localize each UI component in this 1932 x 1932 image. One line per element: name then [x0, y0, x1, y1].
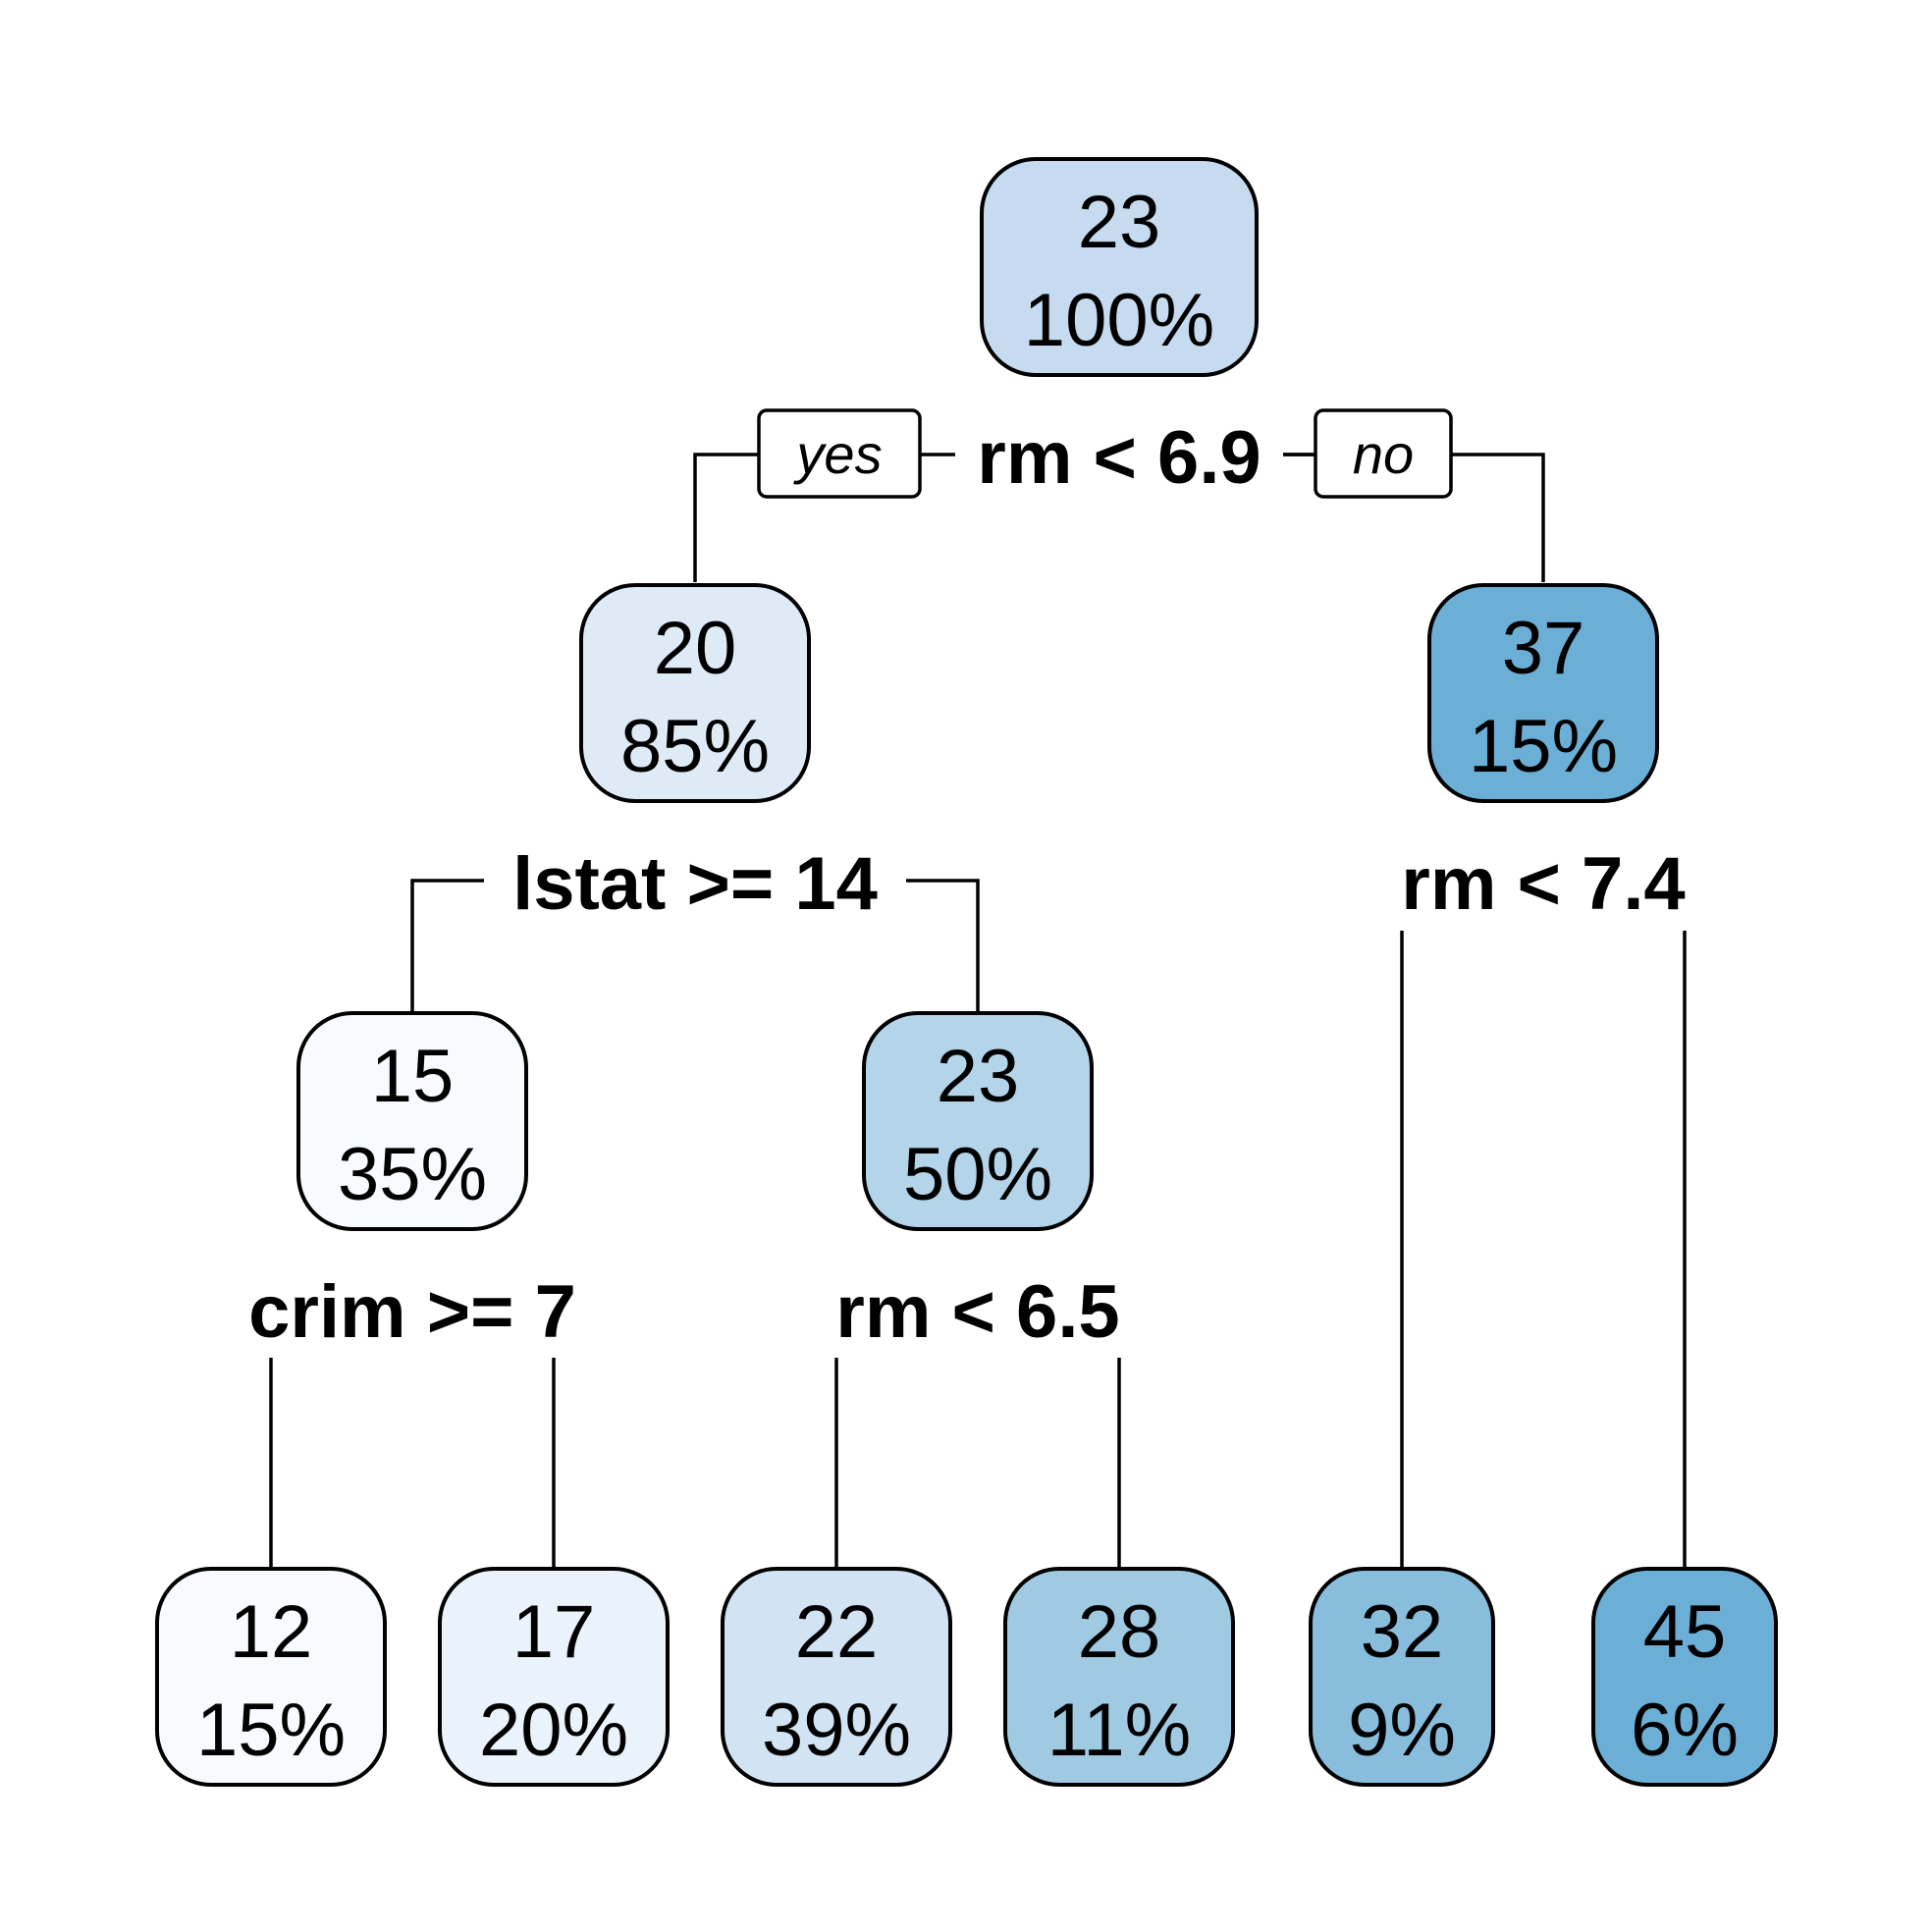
node-percent: 20% — [479, 1689, 628, 1772]
tree-node-n2: 20 85% — [579, 583, 811, 803]
edge-n2-n5 — [906, 879, 980, 1011]
no-branch-label: no — [1353, 423, 1414, 485]
tree-leaf-n9: 17 20% — [438, 1567, 670, 1787]
tree-node-n1: 23 100% — [980, 157, 1259, 377]
tree-node-n3: 37 15% — [1427, 583, 1659, 803]
tree-leaf-n11: 28 11% — [1003, 1567, 1235, 1787]
node-value: 17 — [512, 1590, 596, 1674]
node-value: 20 — [654, 607, 737, 690]
node-percent: 100% — [1024, 279, 1214, 362]
node-percent: 35% — [338, 1133, 487, 1216]
split-label-n5: rm < 6.5 — [835, 1270, 1119, 1354]
split-label-n4: crim >= 7 — [248, 1270, 576, 1354]
node-value: 22 — [795, 1590, 879, 1674]
split-label-n2: lstat >= 14 — [512, 842, 878, 926]
node-percent: 6% — [1631, 1689, 1739, 1772]
tree-leaf-n8: 12 15% — [155, 1567, 387, 1787]
node-percent: 15% — [1469, 705, 1618, 788]
node-percent: 50% — [903, 1133, 1052, 1216]
node-value: 23 — [1078, 181, 1161, 264]
node-value: 23 — [937, 1035, 1020, 1118]
tree-leaf-n10: 22 39% — [721, 1567, 952, 1787]
tree-leaf-n6: 32 9% — [1309, 1567, 1495, 1787]
node-percent: 15% — [196, 1689, 346, 1772]
node-percent: 85% — [620, 705, 770, 788]
node-percent: 39% — [762, 1689, 911, 1772]
node-value: 32 — [1361, 1590, 1444, 1674]
node-percent: 11% — [1047, 1689, 1191, 1772]
split-label-n3: rm < 7.4 — [1401, 842, 1685, 926]
node-value: 45 — [1643, 1590, 1727, 1674]
tree-node-n5: 23 50% — [862, 1011, 1094, 1231]
node-value: 28 — [1078, 1590, 1161, 1674]
no-branch-tag: no — [1314, 408, 1453, 499]
node-value: 15 — [371, 1035, 455, 1118]
tree-leaf-n7: 45 6% — [1591, 1567, 1778, 1787]
node-value: 12 — [230, 1590, 313, 1674]
edge-n1-n2 — [693, 453, 759, 582]
split-label-root: rm < 6.9 — [977, 416, 1261, 500]
node-percent: 9% — [1348, 1689, 1456, 1772]
node-value: 37 — [1502, 607, 1585, 690]
yes-branch-label: yes — [792, 423, 882, 485]
yes-branch-tag: yes — [757, 408, 922, 499]
edge-n2-n4 — [410, 879, 484, 1011]
tree-node-n4: 15 35% — [296, 1011, 528, 1231]
